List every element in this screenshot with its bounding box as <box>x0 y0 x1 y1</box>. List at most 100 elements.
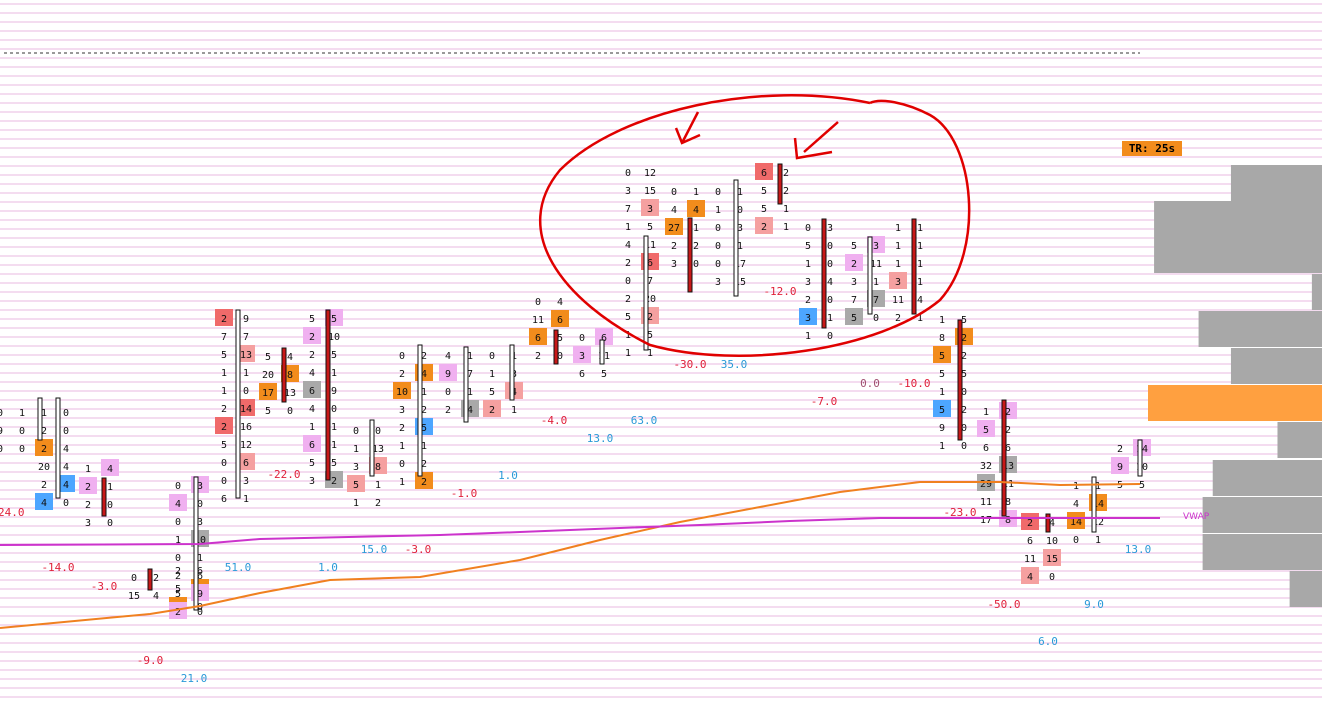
footprint-cell-value: 2 <box>961 351 967 362</box>
footprint-cell-value: 7 <box>243 332 249 343</box>
footprint-cell-value: 4 <box>671 205 677 216</box>
footprint-cell-value: 16 <box>240 422 252 433</box>
footprint-cell-value: 14 <box>1092 499 1104 510</box>
footprint-cell-value: 3 <box>851 277 857 288</box>
footprint-cell-value: 4 <box>107 464 113 475</box>
footprint-cell-value: 1 <box>243 494 249 505</box>
footprint-cell-value: 5 <box>265 352 271 363</box>
footprint-cell-bg <box>551 310 569 327</box>
footprint-cell-value: 2 <box>1005 407 1011 418</box>
footprint-cell-value: 0 <box>131 573 137 584</box>
delta-label: -14.0 <box>41 561 74 574</box>
delta-label: -23.0 <box>943 506 976 519</box>
profile-bar <box>1202 534 1322 570</box>
footprint-cell-value: 4 <box>153 591 159 602</box>
footprint-cell-value: 2 <box>625 258 631 269</box>
footprint-cell-value: 1 <box>983 407 989 418</box>
footprint-cell-bg <box>573 346 591 363</box>
footprint-cell-value: 7 <box>873 295 879 306</box>
candle-bar <box>281 347 287 403</box>
candle-bar <box>643 235 649 351</box>
footprint-cell-value: 0 <box>489 351 495 362</box>
footprint-cell-value: 0 <box>625 168 631 179</box>
footprint-cell-bg <box>1067 512 1085 529</box>
footprint-cell-value: 6 <box>309 440 315 451</box>
footprint-cell-value: 17 <box>734 259 746 270</box>
footprint-cell-value: 20 <box>644 294 656 305</box>
footprint-cell-value: 3 <box>827 223 833 234</box>
profile-bar <box>1212 460 1322 496</box>
footprint-cell-value: 2 <box>693 241 699 252</box>
footprint-cell-value: 2 <box>647 312 653 323</box>
delta-label: -24.0 <box>0 506 25 519</box>
footprint-cell-value: 0 <box>805 223 811 234</box>
delta-label: -4.0 <box>541 414 568 427</box>
footprint-cell-bg <box>237 345 255 362</box>
footprint-cell-value: 0 <box>1049 572 1055 583</box>
footprint-cell-value: 4 <box>693 205 699 216</box>
footprint-cell-value: 3 <box>309 476 315 487</box>
footprint-cell-value: 4 <box>41 498 47 509</box>
footprint-cell-value: 3 <box>647 204 653 215</box>
footprint-cell-value: 0 <box>827 295 833 306</box>
footprint-cell-value: 0 <box>961 387 967 398</box>
delta-label: -22.0 <box>267 468 300 481</box>
footprint-cell-value: 6 <box>309 386 315 397</box>
footprint-cell-value: 15 <box>644 186 656 197</box>
footprint-cell-value: 7 <box>467 369 473 380</box>
ema-line <box>0 481 1141 629</box>
footprint-cell-value: 2 <box>175 607 181 618</box>
delta-label: -7.0 <box>811 395 838 408</box>
footprint-cell-value: 1 <box>895 259 901 270</box>
footprint-cell-value: 1 <box>309 422 315 433</box>
footprint-cell-value: 4 <box>827 277 833 288</box>
footprint-cell-value: 1 <box>421 387 427 398</box>
footprint-cell-value: 1 <box>19 408 25 419</box>
footprint-cell-value: 4 <box>309 368 315 379</box>
footprint-cell-bg <box>35 493 53 510</box>
candle-bar <box>1137 439 1143 477</box>
footprint-cell-bg <box>237 453 255 470</box>
annotation-arrow-left <box>674 111 701 145</box>
footprint-cell-value: 8 <box>375 462 381 473</box>
footprint-cell-value: 9 <box>445 369 451 380</box>
footprint-cell-value: 0 <box>827 241 833 252</box>
footprint-cell-value: 8 <box>1005 497 1011 508</box>
footprint-cell-value: 0 <box>399 351 405 362</box>
footprint-cell-value: 2 <box>41 480 47 491</box>
footprint-cell-value: 11 <box>870 259 882 270</box>
footprint-cell-value: 5 <box>331 350 337 361</box>
footprint-cell-bg <box>1043 549 1061 566</box>
footprint-cell-value: 2 <box>221 422 227 433</box>
footprint-cell-value: 4 <box>557 297 563 308</box>
footprint-cell-value: 2 <box>175 571 181 582</box>
footprint-cell-value: 0 <box>961 423 967 434</box>
footprint-cell-bg <box>303 435 321 452</box>
footprint-cell-bg <box>57 475 75 492</box>
footprint-cell-value: 1 <box>331 368 337 379</box>
footprint-cell-value: 7 <box>647 276 653 287</box>
footprint-cell-value: 4 <box>309 404 315 415</box>
footprint-cell-value: 5 <box>221 440 227 451</box>
profile-bar <box>1311 274 1322 310</box>
footprint-cell-value: 14 <box>240 404 252 415</box>
footprint-cell-value: 1 <box>331 422 337 433</box>
footprint-cell-value: 13 <box>1002 461 1014 472</box>
delta-label: 1.0 <box>498 469 518 482</box>
delta-label: -3.0 <box>405 543 432 556</box>
footprint-cell-value: 4 <box>467 405 473 416</box>
footprint-cell-value: 20 <box>38 462 50 473</box>
candle-bar <box>957 319 963 441</box>
footprint-cell-value: 4 <box>1027 572 1033 583</box>
footprint-cell-value: 5 <box>175 584 181 595</box>
footprint-cell-value: 3 <box>737 223 743 234</box>
footprint-cell-value: 13 <box>372 444 384 455</box>
footprint-cell-value: 2 <box>421 459 427 470</box>
footprint-cell-value: 6 <box>647 258 653 269</box>
footprint-cell-value: 13 <box>240 350 252 361</box>
footprint-cell-value: 0 <box>1073 535 1079 546</box>
footprint-cell-value: 2 <box>1005 425 1011 436</box>
footprint-cell-value: 3 <box>353 462 359 473</box>
